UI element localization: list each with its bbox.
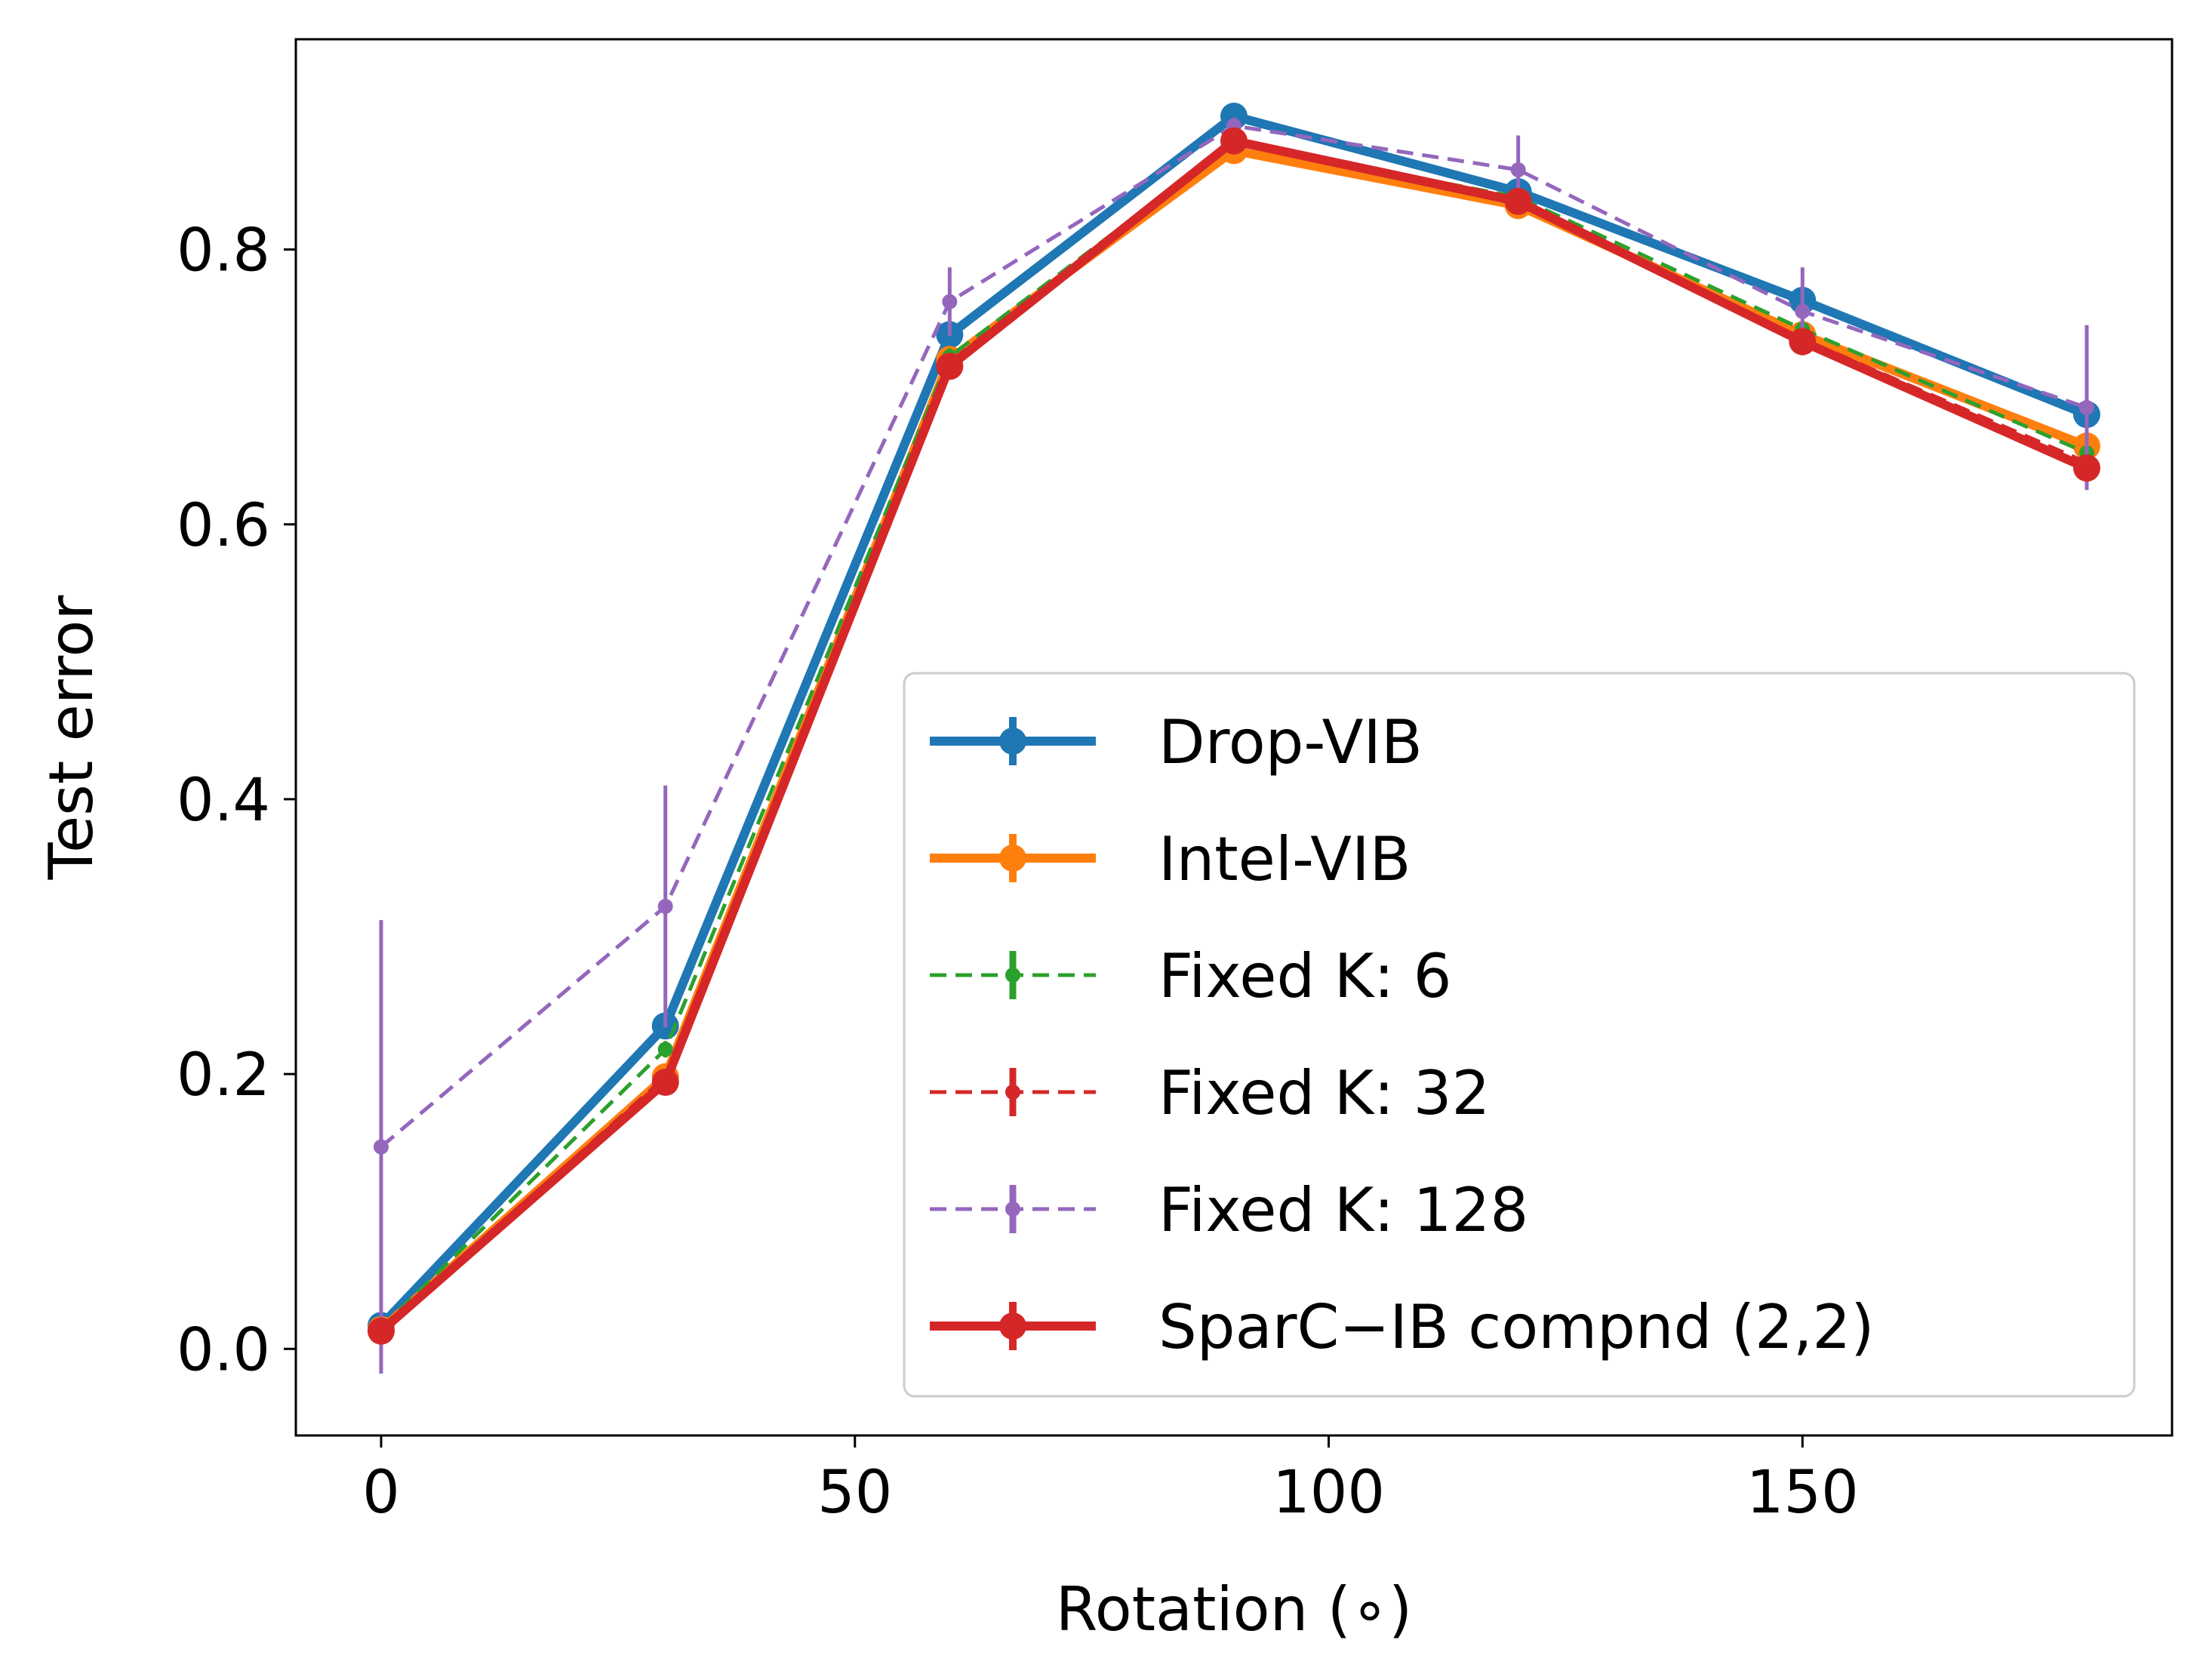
x-axis-label: Rotation (∘)	[1056, 1574, 1413, 1645]
data-point	[1789, 328, 1817, 355]
legend-label: Fixed K: 128	[1158, 1175, 1528, 1245]
y-axis-label: Test error	[36, 595, 106, 881]
x-tick-label: 0	[362, 1459, 400, 1527]
y-tick-label: 0.0	[177, 1316, 270, 1384]
data-point	[2073, 454, 2100, 482]
data-point	[1504, 187, 1532, 215]
data-point	[657, 898, 673, 914]
x-axis: 0 50 100 150	[362, 1435, 1859, 1527]
data-point	[2079, 399, 2094, 415]
series-5	[368, 127, 2100, 1345]
legend-item: Intel-VIB	[930, 824, 1411, 894]
legend-item: Fixed K: 6	[930, 941, 1451, 1011]
data-point	[657, 1042, 673, 1057]
legend-item: Fixed K: 128	[930, 1175, 1528, 1245]
legend-item: SparC−IB compnd (2,2)	[930, 1292, 1874, 1362]
legend-label: Fixed K: 32	[1158, 1058, 1490, 1128]
legend-label: Drop-VIB	[1158, 707, 1423, 777]
data-point	[936, 352, 964, 380]
y-tick-label: 0.6	[177, 492, 270, 560]
x-tick-label: 50	[817, 1459, 892, 1527]
legend-swatch-marker	[999, 1312, 1026, 1340]
legend-swatch-marker	[1005, 1202, 1020, 1217]
plot-frame	[294, 38, 2174, 1437]
x-tick-label: 150	[1746, 1459, 1859, 1527]
series-layer	[368, 102, 2100, 1374]
data-point	[374, 1139, 389, 1155]
data-point	[1795, 303, 1811, 319]
data-point	[1220, 127, 1248, 155]
data-point	[1510, 162, 1526, 177]
data-point	[368, 1317, 395, 1345]
y-tick-label: 0.8	[177, 217, 270, 285]
legend: Drop-VIB Intel-VIB Fixed K: 6 Fixed K: 32 Fi…	[903, 672, 2136, 1398]
series-4	[374, 117, 2094, 1374]
data-point	[651, 1069, 679, 1097]
y-axis: 0.0 0.2 0.4 0.6 0.8	[177, 217, 296, 1384]
legend-label: SparC−IB compnd (2,2)	[1158, 1292, 1874, 1362]
legend-item: Drop-VIB	[930, 707, 1423, 777]
y-tick-label: 0.2	[177, 1042, 270, 1109]
legend-label: Fixed K: 6	[1158, 941, 1451, 1011]
x-tick-label: 100	[1272, 1459, 1385, 1527]
legend-swatch-marker	[1005, 968, 1020, 983]
y-tick-label: 0.4	[177, 767, 270, 835]
legend-box	[903, 672, 2136, 1398]
data-point	[942, 294, 958, 309]
legend-swatch-marker	[999, 845, 1026, 872]
legend-item: Fixed K: 32	[930, 1058, 1490, 1128]
legend-swatch-marker	[1005, 1085, 1020, 1100]
legend-label: Intel-VIB	[1158, 824, 1411, 894]
legend-swatch-marker	[999, 728, 1026, 755]
